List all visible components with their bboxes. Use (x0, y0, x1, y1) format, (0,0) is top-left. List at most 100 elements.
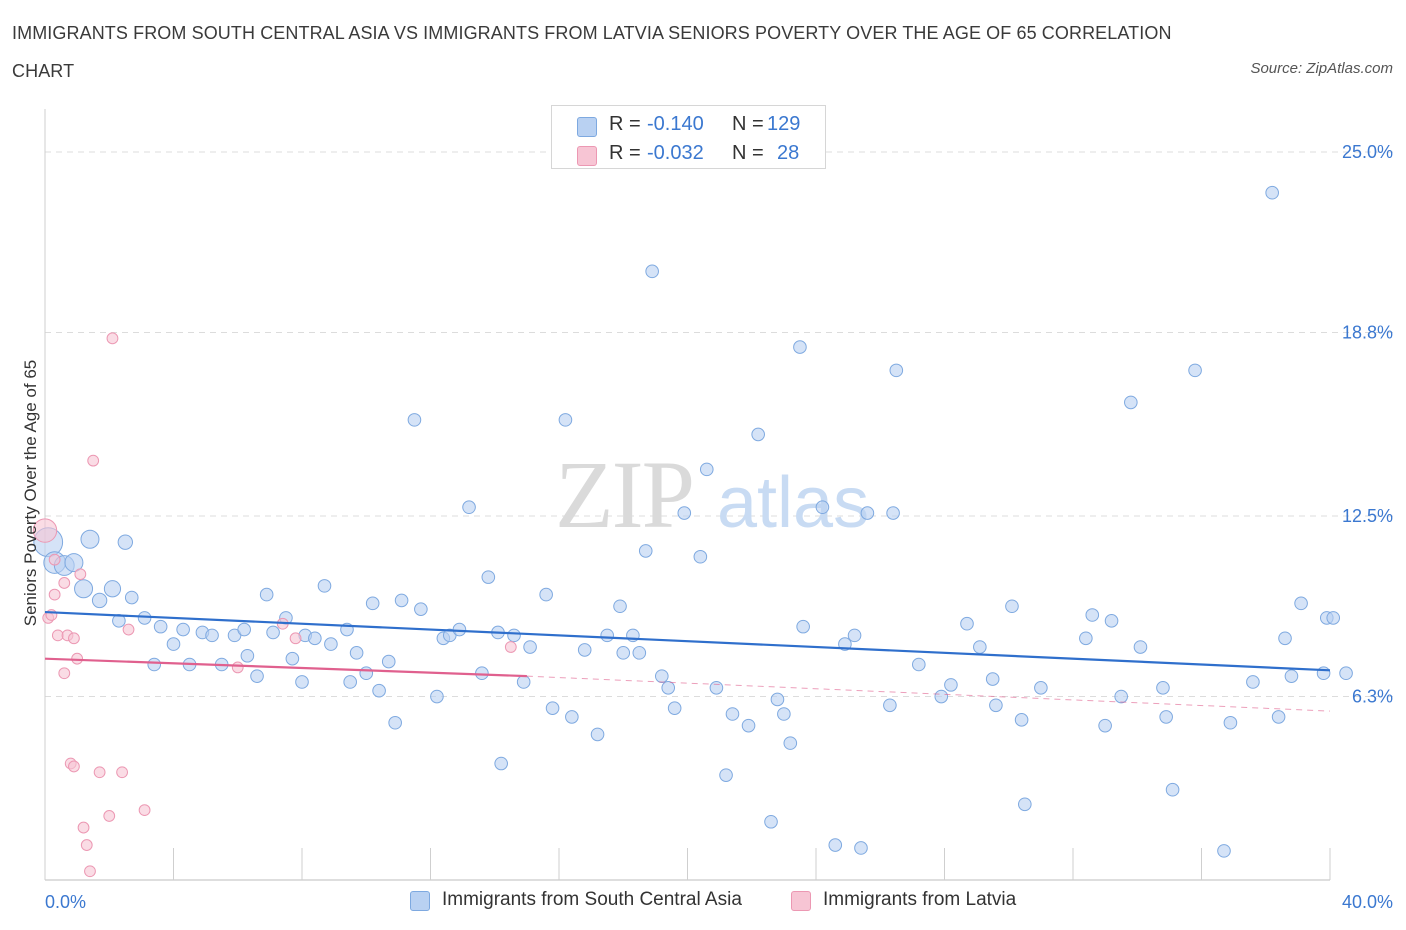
data-point-south-central-asia (751, 427, 765, 442)
legend-r-value: -0.032 (647, 142, 704, 164)
data-point-south-central-asia (1133, 640, 1148, 654)
data-point-south-central-asia (240, 648, 255, 663)
data-point-south-central-asia (381, 654, 396, 669)
legend-n-label: N = (732, 142, 764, 164)
data-point-south-central-asia (237, 622, 251, 637)
data-point-south-central-asia (770, 692, 785, 707)
data-point-south-central-asia (699, 462, 714, 477)
data-point-south-central-asia (985, 672, 1000, 686)
data-point-south-central-asia (960, 616, 974, 631)
x-tick-label-min: 0.0% (45, 892, 86, 912)
data-point-south-central-asia (1217, 844, 1231, 858)
data-point-south-central-asia (1265, 185, 1279, 200)
data-point-south-central-asia (889, 363, 904, 378)
data-point-south-central-asia (558, 413, 573, 427)
data-point-south-central-asia (815, 500, 830, 515)
data-point-south-central-asia (847, 628, 862, 643)
data-point-latvia (87, 454, 100, 467)
data-point-south-central-asia (632, 646, 647, 660)
data-point-south-central-asia (1085, 608, 1100, 622)
data-point-south-central-asia (153, 619, 168, 634)
data-point-latvia (116, 766, 128, 779)
trend-line-latvia-extrapolated (526, 675, 1331, 712)
data-point-latvia (93, 766, 106, 779)
data-point-latvia (68, 632, 80, 645)
data-point-latvia (68, 760, 80, 773)
data-point-south-central-asia (1339, 666, 1353, 681)
legend-n-label: N = (732, 113, 764, 135)
data-point-south-central-asia (1124, 395, 1138, 410)
data-point-south-central-asia (349, 646, 364, 660)
data-point-south-central-asia (507, 628, 521, 643)
data-point-south-central-asia (147, 657, 162, 672)
data-point-south-central-asia (407, 413, 422, 427)
data-point-latvia (77, 821, 90, 834)
data-point-south-central-asia (1098, 718, 1112, 733)
data-point-south-central-asia (64, 553, 84, 573)
data-point-south-central-asia (545, 701, 560, 715)
data-point-latvia (74, 568, 87, 581)
data-point-south-central-asia (655, 669, 669, 683)
data-point-south-central-asia (176, 622, 190, 637)
data-point-south-central-asia (117, 534, 134, 550)
data-point-south-central-asia (577, 643, 592, 657)
data-point-south-central-asia (494, 756, 508, 771)
data-point-south-central-asia (912, 657, 926, 672)
x-tick-label-max: 40.0% (1342, 892, 1393, 912)
legend-row-latvia: R = -0.032 N = 28 (552, 138, 825, 168)
trend-line-south-central-asia (44, 610, 1331, 672)
grid-lines (45, 151, 1393, 698)
data-point-south-central-asia (205, 628, 219, 643)
data-point-south-central-asia (462, 500, 476, 515)
data-point-latvia (106, 332, 119, 345)
watermark-atlas: atlas (717, 463, 869, 543)
data-point-south-central-asia (1165, 782, 1180, 797)
data-point-south-central-asia (414, 602, 428, 616)
data-point-south-central-asia (1156, 680, 1170, 695)
trend-lines (44, 610, 1331, 712)
data-point-latvia (48, 553, 61, 566)
data-point-south-central-asia (600, 628, 614, 643)
legend-swatch-pink (577, 146, 597, 166)
data-point-south-central-asia (709, 680, 724, 695)
data-point-south-central-asia (1271, 710, 1286, 724)
data-point-south-central-asia (372, 683, 386, 698)
data-point-south-central-asia (886, 506, 900, 520)
data-point-south-central-asia (934, 689, 949, 704)
data-point-south-central-asia (259, 587, 274, 602)
correlation-legend: R = -0.140 N = 129 R = -0.032 N = 28 (551, 105, 826, 169)
y-tick-label: 6.3% (1352, 687, 1393, 707)
legend-r-value: -0.140 (647, 113, 704, 135)
data-point-south-central-asia (667, 701, 682, 715)
legend-r-label: R = (609, 142, 641, 164)
data-point-latvia (48, 588, 61, 601)
data-point-south-central-asia (1014, 713, 1029, 727)
source-label: Source: ZipAtlas.com (1250, 60, 1393, 77)
data-point-south-central-asia (777, 707, 791, 721)
bottom-legend-swatch-pink (791, 891, 811, 911)
data-point-south-central-asia (793, 340, 807, 354)
data-point-south-central-asia (80, 529, 100, 549)
bottom-legend-label: Immigrants from Latvia (823, 889, 1017, 910)
data-point-south-central-asia (324, 637, 338, 651)
data-point-south-central-asia (452, 622, 467, 637)
data-point-latvia (122, 623, 135, 636)
data-point-south-central-asia (613, 599, 627, 614)
data-point-south-central-asia (661, 680, 676, 695)
data-point-south-central-asia (677, 506, 692, 520)
legend-swatch-blue (577, 117, 597, 137)
data-point-south-central-asia (616, 646, 631, 660)
data-point-south-central-asia (539, 587, 553, 602)
data-point-south-central-asia (91, 592, 108, 609)
data-point-south-central-asia (523, 640, 537, 654)
legend-r-label: R = (609, 113, 641, 135)
data-point-south-central-asia (741, 718, 756, 733)
data-point-south-central-asia (359, 666, 374, 681)
data-point-south-central-asia (481, 570, 496, 584)
data-point-latvia (504, 641, 517, 653)
data-point-south-central-asia (1278, 631, 1292, 646)
data-point-south-central-asia (74, 579, 94, 599)
data-point-south-central-asia (343, 675, 357, 689)
data-point-south-central-asia (989, 698, 1003, 713)
data-point-south-central-asia (166, 637, 181, 651)
